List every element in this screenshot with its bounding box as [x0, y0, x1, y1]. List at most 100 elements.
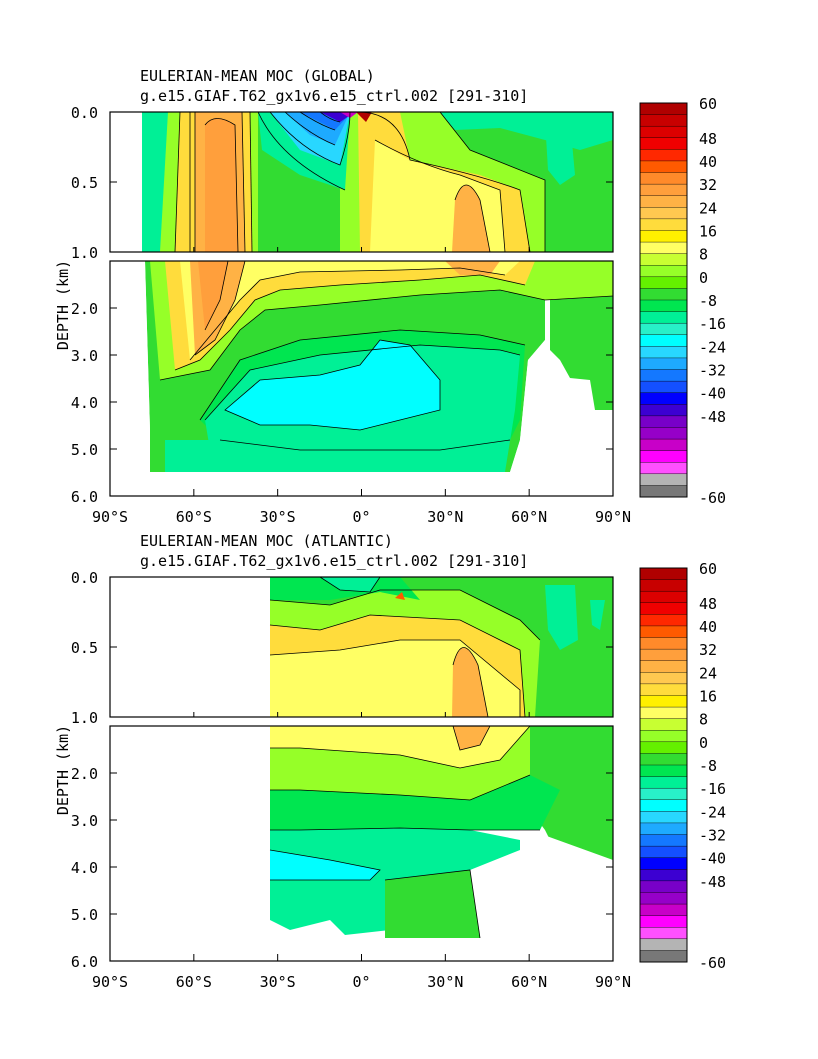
colorbar-band: [639, 776, 688, 789]
chart-subtitle: g.e15.GIAF.T62_gx1v6.e15_ctrl.002 [291-3…: [140, 87, 528, 105]
axis-ticks: 90°S 60°S 30°S 0° 30°N 60°N 90°N 0.0 0.5 1.0 2.0 3.…: [71, 569, 631, 991]
y-tick-label: 1.0: [71, 244, 98, 262]
colorbar-band: [639, 730, 688, 743]
colorbar-label: -60: [699, 954, 726, 972]
global-contour-fill: [110, 112, 613, 496]
colorbar-label: 16: [699, 222, 717, 240]
colorbar-label: -48: [699, 408, 726, 426]
contour-lines: [159, 112, 613, 451]
colorbar-band: [639, 648, 688, 662]
colorbar-band: [639, 241, 688, 255]
contour-line: [269, 849, 381, 881]
colorbar-label: 60: [699, 560, 717, 578]
colorbar-label: -40: [699, 385, 726, 403]
colorbar-label: 40: [699, 153, 717, 171]
colorbar-band: [639, 614, 688, 627]
land-mask: [480, 830, 613, 961]
land-mask: [110, 472, 613, 496]
colorbar-band: [639, 450, 688, 463]
colorbar-band: [639, 311, 688, 324]
contour-line: [219, 439, 511, 451]
x-tick-label: 60°N: [511, 508, 547, 526]
contour-line: [452, 647, 489, 717]
colorbar-band: [639, 125, 688, 139]
contour-region-32: [395, 592, 405, 600]
land-mask: [110, 112, 142, 252]
y-tick-label: 5.0: [71, 441, 98, 459]
colorbar-band: [639, 869, 688, 882]
colorbar-label: -40: [699, 850, 726, 868]
chart-title: EULERIAN-MEAN MOC (ATLANTIC): [140, 532, 393, 550]
colorbar-band: [639, 172, 688, 185]
contour-line: [269, 112, 351, 166]
colorbar-label: 60: [699, 95, 717, 113]
contour-region-8: [270, 726, 530, 800]
colorbar-band: [639, 880, 688, 893]
contour-region-32: [205, 118, 238, 252]
contour-region-neg8: [590, 600, 605, 630]
contour-line: [194, 261, 246, 356]
contour-region-24: [453, 726, 490, 750]
colorbar-band: [639, 253, 688, 266]
colorbar-label: 40: [699, 618, 717, 636]
colorbar-label: 8: [699, 711, 708, 729]
contour-region-0: [270, 775, 560, 830]
colorbar-label: -16: [699, 315, 726, 333]
colorbar-band: [639, 288, 688, 301]
colorbar: 60 48 40 32 24 16 8 0 -8 -16 -24 -32 -40 -48 -60: [639, 95, 726, 507]
contour-lines: [269, 577, 541, 939]
colorbar-band: [639, 183, 688, 197]
colorbar-label: -8: [699, 757, 717, 775]
colorbar-band: [639, 938, 688, 951]
colorbar-band: [639, 822, 688, 836]
contour-line: [241, 112, 246, 252]
contour-region-16: [165, 261, 535, 370]
colorbar-band: [639, 741, 688, 754]
y-tick-label: 0.5: [71, 639, 98, 657]
contour-line: [269, 589, 541, 641]
contour-region-neg8: [545, 120, 575, 185]
colorbar-band: [639, 753, 688, 766]
colorbar-band: [639, 590, 688, 604]
x-tick-label: 60°N: [511, 973, 547, 991]
colorbar-band: [639, 660, 688, 673]
land-mask: [270, 938, 613, 961]
contour-region-max: [356, 112, 372, 122]
colorbar-band: [639, 485, 688, 498]
colorbar-label: 24: [699, 199, 717, 217]
contour-line: [270, 774, 531, 801]
contour-region-neg8: [225, 340, 440, 430]
colorbar: 60 48 40 32 24 16 8 0 -8 -16 -24 -32 -40 -48 -60: [639, 560, 726, 972]
colorbar-band: [639, 683, 688, 696]
colorbar-band: [639, 149, 688, 162]
colorbar-band: [639, 346, 688, 359]
land-mask: [110, 261, 150, 472]
contour-line: [270, 726, 531, 769]
colorbar-label: -60: [699, 489, 726, 507]
colorbar-label: 0: [699, 269, 708, 287]
contour-region-0: [385, 870, 480, 938]
colorbar-band: [639, 672, 688, 685]
y-tick-label: 5.0: [71, 906, 98, 924]
colorbar-label: 32: [699, 641, 717, 659]
x-tick-label: 90°S: [92, 508, 128, 526]
contour-line: [189, 267, 506, 361]
colorbar-label: -32: [699, 362, 726, 380]
contour-line: [299, 112, 336, 131]
contour-region-neg8: [320, 577, 380, 592]
contour-line: [199, 329, 526, 421]
y-tick-label: 3.0: [71, 347, 98, 365]
x-tick-label: 0°: [352, 973, 370, 991]
atlantic-moc-panel: EULERIAN-MEAN MOC (ATLANTIC) g.e15.GIAF.…: [54, 532, 726, 991]
y-tick-label: 4.0: [71, 859, 98, 877]
contour-line: [249, 112, 253, 252]
y-tick-label: 0.0: [71, 569, 98, 587]
colorbar-band: [639, 602, 688, 615]
colorbar-band: [639, 160, 688, 174]
contour-line: [204, 118, 239, 252]
x-tick-label: 0°: [352, 508, 370, 526]
colorbar-band: [639, 845, 688, 859]
contour-line: [357, 112, 531, 252]
